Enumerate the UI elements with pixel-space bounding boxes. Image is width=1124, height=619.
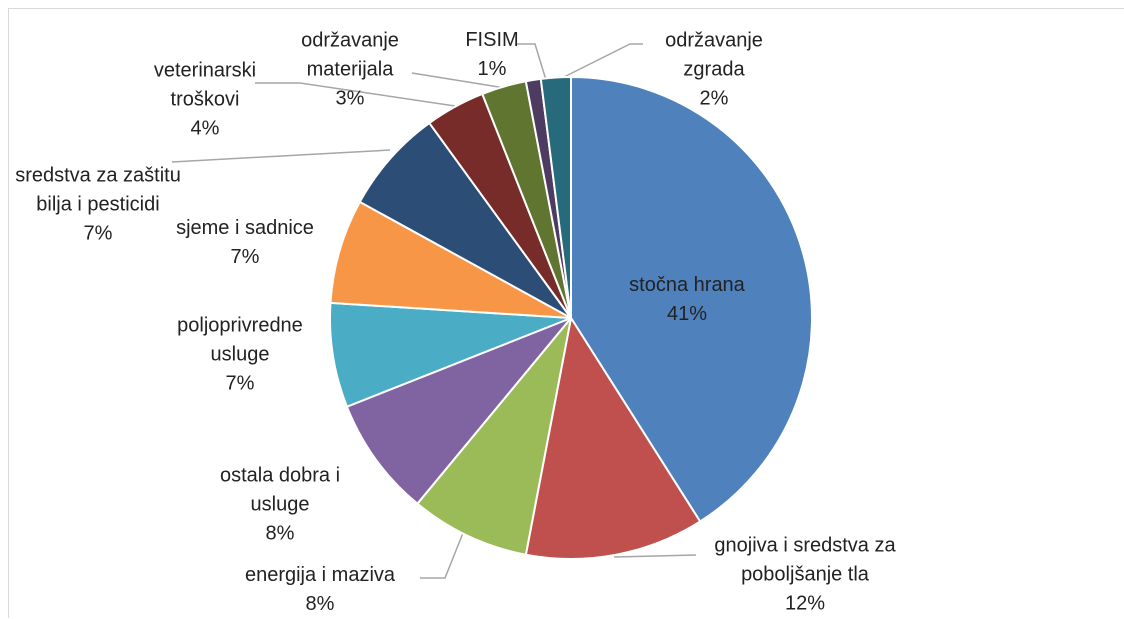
value-label: 8% xyxy=(210,590,430,619)
category-label: ostala dobra i usluge xyxy=(190,462,370,520)
category-label: poljoprivredne usluge xyxy=(150,312,330,370)
value-label: 7% xyxy=(13,220,183,249)
leader-line xyxy=(172,150,390,162)
value-label: 1% xyxy=(452,55,532,84)
category-label: FISIM xyxy=(452,26,532,55)
category-label: održavanje zgrada xyxy=(639,27,789,85)
value-label: 4% xyxy=(125,115,285,144)
category-label: gnojiva i sredstva za poboljšanje tla xyxy=(695,532,915,590)
category-label: sredstva za zaštitu bilja i pesticidi xyxy=(13,162,183,220)
leader-line xyxy=(614,555,696,557)
category-label: stočna hrana xyxy=(602,271,772,300)
leader-line xyxy=(558,44,643,80)
category-label: veterinarski troškovi xyxy=(125,57,285,115)
value-label: 2% xyxy=(639,85,789,114)
category-label: održavanje materijala xyxy=(275,27,425,85)
category-label: energija i maziva xyxy=(210,561,430,590)
value-label: 12% xyxy=(695,590,915,619)
value-label: 3% xyxy=(275,85,425,114)
value-label: 7% xyxy=(150,370,330,399)
value-label: 41% xyxy=(602,300,772,329)
value-label: 8% xyxy=(190,520,370,549)
